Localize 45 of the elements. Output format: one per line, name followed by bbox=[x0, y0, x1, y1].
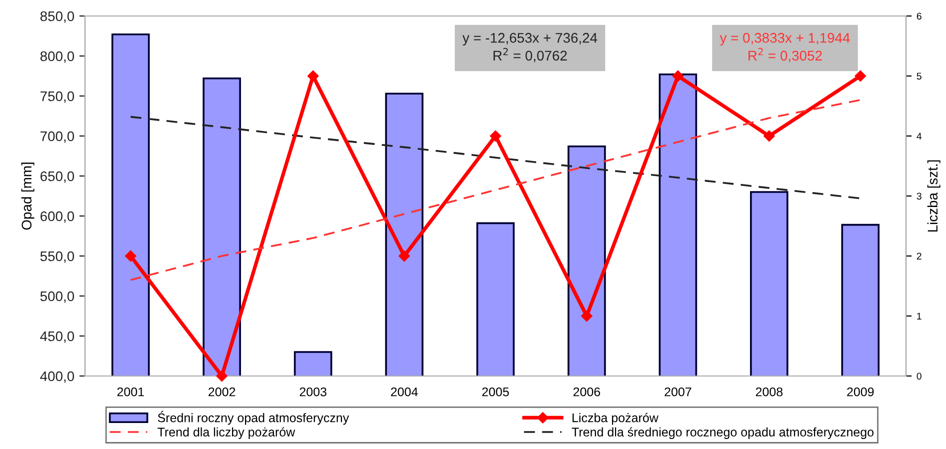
y-tick-label: 650,0 bbox=[40, 171, 74, 183]
y-tick-label: 750,0 bbox=[40, 91, 74, 103]
y2-tick-label: 5 bbox=[916, 72, 922, 80]
point bbox=[764, 130, 775, 142]
y2-tick-label: 1 bbox=[917, 312, 922, 320]
y-tick-label: 600,0 bbox=[40, 211, 74, 223]
y-tick-label: 500,0 bbox=[40, 291, 74, 303]
legend-label: Średni roczny opad atmosferyczny bbox=[158, 410, 350, 425]
point bbox=[854, 70, 866, 82]
y-tick-label: 550,0 bbox=[40, 251, 74, 263]
point bbox=[216, 370, 228, 382]
y-tick-label: 800,0 bbox=[40, 51, 74, 63]
x-tick-label: 2001 bbox=[117, 387, 144, 396]
y-tick-label: 850,0 bbox=[40, 11, 74, 23]
point bbox=[398, 250, 410, 262]
y2-tick-label: 3 bbox=[916, 192, 922, 200]
x-tick-label: 2007 bbox=[664, 387, 692, 396]
point bbox=[125, 250, 136, 262]
x-tick-label: 2006 bbox=[573, 387, 600, 396]
point bbox=[581, 310, 592, 322]
x-tick-label: 2005 bbox=[482, 387, 509, 396]
legend-label: Trend dla średniego rocznego opadu atmosferycznego bbox=[572, 427, 874, 439]
annotation: y = -12,653x + 736,24 R$^{2}$ = 0,0762 bbox=[462, 32, 598, 62]
point bbox=[672, 70, 684, 82]
y-axis-title: Opad [mm] bbox=[21, 162, 34, 230]
point bbox=[490, 130, 502, 142]
y2-tick-label: 4 bbox=[916, 132, 922, 140]
y2-tick-label: 0 bbox=[916, 372, 922, 380]
y-tick-label: 450,0 bbox=[40, 331, 74, 343]
x-tick-label: 2009 bbox=[847, 387, 874, 396]
legend-label: Trend dla liczby pożarów bbox=[158, 427, 296, 439]
x-tick-label: 2002 bbox=[208, 387, 236, 396]
y2-tick-label: 6 bbox=[916, 12, 922, 20]
x-tick-label: 2008 bbox=[756, 387, 783, 396]
point bbox=[307, 70, 319, 82]
x-tick-label: 2003 bbox=[300, 387, 326, 396]
line-series bbox=[130, 99, 862, 281]
y2-tick-label: 2 bbox=[916, 252, 922, 260]
annotation: y = 0,3833x + 1,1944 R$^{2}$ = 0,3052 bbox=[720, 32, 850, 62]
line-series bbox=[130, 116, 862, 200]
x-tick-label: 2004 bbox=[391, 387, 418, 396]
y-tick-label: 700,0 bbox=[40, 131, 74, 143]
legend-label: Liczba pożarów bbox=[572, 412, 658, 425]
y-tick-label: 400,0 bbox=[40, 371, 74, 383]
y2-axis-title: Liczba [szt.] bbox=[927, 160, 940, 232]
